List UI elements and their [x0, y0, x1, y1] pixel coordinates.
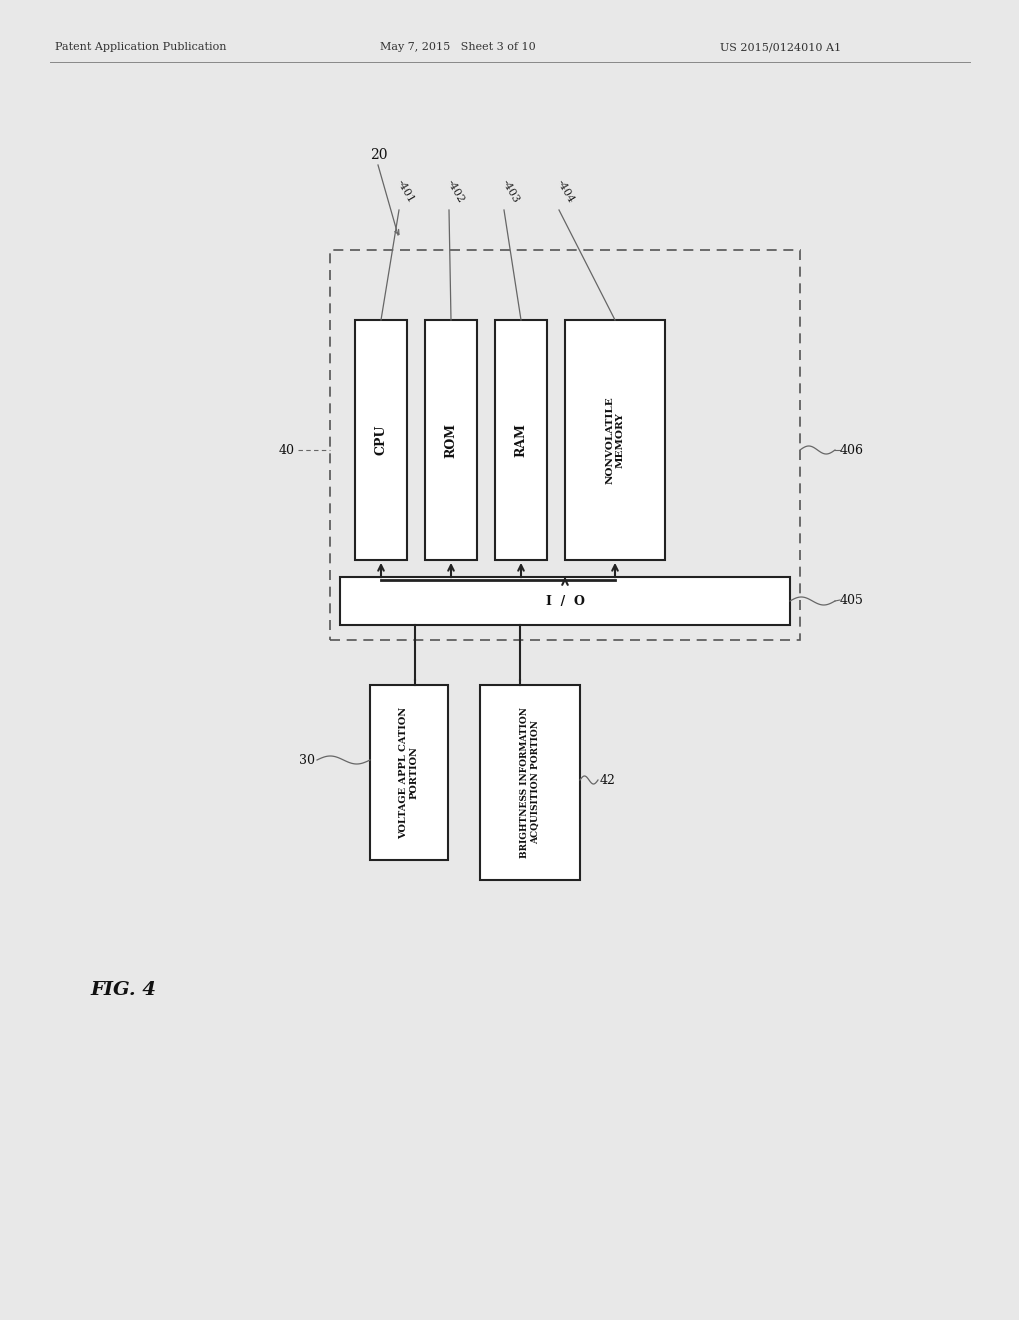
Bar	[480, 685, 580, 880]
Text: CPU: CPU	[374, 425, 387, 455]
Bar	[339, 577, 790, 624]
Text: 405: 405	[840, 594, 863, 606]
Text: -404: -404	[554, 178, 576, 205]
Bar	[355, 319, 407, 560]
Text: 406: 406	[840, 444, 863, 457]
Text: 20: 20	[370, 148, 387, 162]
Text: Patent Application Publication: Patent Application Publication	[55, 42, 226, 51]
Bar	[330, 249, 799, 640]
Text: ROM: ROM	[444, 422, 458, 458]
Bar	[370, 685, 447, 861]
Text: May 7, 2015   Sheet 3 of 10: May 7, 2015 Sheet 3 of 10	[380, 42, 535, 51]
Text: RAM: RAM	[514, 424, 527, 457]
Text: -401: -401	[394, 178, 416, 205]
Bar	[565, 319, 664, 560]
Bar	[425, 319, 477, 560]
Text: BRIGHTNESS INFORMATION
ACQUISITION PORTION: BRIGHTNESS INFORMATION ACQUISITION PORTI…	[520, 708, 539, 858]
Text: -402: -402	[444, 178, 466, 205]
Text: -403: -403	[499, 178, 521, 205]
Text: 30: 30	[299, 754, 315, 767]
Bar	[494, 319, 546, 560]
Text: VOLTAGE APPL CATION
PORTION: VOLTAGE APPL CATION PORTION	[398, 706, 418, 838]
Text: 42: 42	[599, 774, 615, 787]
Text: US 2015/0124010 A1: US 2015/0124010 A1	[719, 42, 841, 51]
Text: I  /  O: I / O	[545, 594, 584, 607]
Text: NONVOLATILE
MEMORY: NONVOLATILE MEMORY	[604, 396, 624, 484]
Text: FIG. 4: FIG. 4	[90, 981, 156, 999]
Text: 40: 40	[279, 444, 294, 457]
